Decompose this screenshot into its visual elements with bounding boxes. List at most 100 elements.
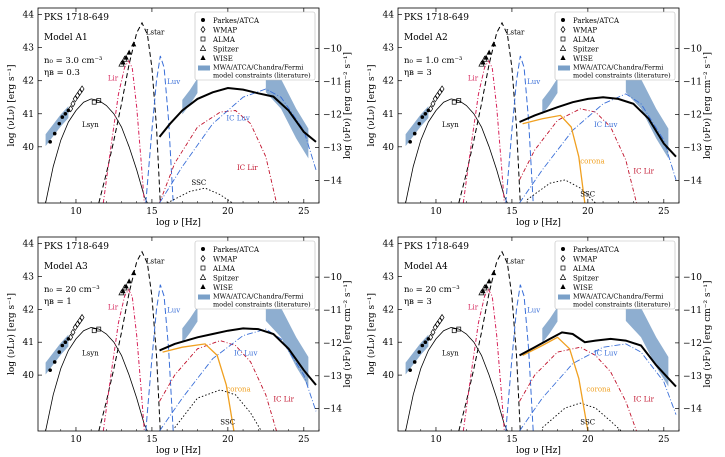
axes-frame (397, 236, 680, 432)
y2-tick-label: −12 (683, 110, 702, 120)
y2-axis-label: log (νFν) [erg cm⁻² s⁻¹] (702, 52, 713, 159)
parkes-point (420, 343, 425, 348)
curve-label-lsyn: Lsyn (442, 121, 459, 129)
y-tick-label: 43 (23, 272, 35, 282)
xray-constraint-band (542, 307, 558, 343)
plot-area (45, 250, 317, 431)
y-tick-label: 40 (383, 371, 395, 381)
legend-label: WMAP (213, 27, 237, 35)
x-tick-label: 25 (658, 207, 670, 217)
legend-label: model constraints (literature) (573, 301, 671, 309)
legend-marker-alma (560, 36, 566, 42)
lsyn-curve (405, 98, 508, 203)
wise-point (483, 54, 489, 60)
curve-label-ssc: SSC (580, 418, 595, 426)
parkes-point (48, 368, 52, 372)
alma-point (96, 326, 102, 332)
ic-luv-curve (159, 328, 317, 431)
legend-label: WISE (573, 284, 593, 292)
y2-axis-label: log (νFν) [erg cm⁻² s⁻¹] (342, 280, 353, 387)
parkes-point (423, 111, 428, 116)
xray-constraint-band (182, 78, 198, 115)
axes-frame (397, 7, 680, 204)
legend-marker-parkes (561, 18, 565, 22)
x-tick-label: 20 (582, 435, 594, 445)
x-axis-label: log ν [Hz] (156, 446, 201, 456)
parkes-point (412, 131, 417, 136)
legend-marker-alma (200, 265, 206, 271)
x-tick-label: 15 (146, 435, 158, 445)
y-tick-label: 43 (383, 272, 395, 282)
curve-label-lstar: Lstar (146, 28, 165, 36)
x-tick-label: 10 (70, 207, 82, 217)
y-tick-label: 41 (23, 338, 34, 348)
curve-label-lsyn: Lsyn (82, 121, 99, 129)
x-tick-label: 20 (222, 435, 234, 445)
ic-luv-curve (519, 343, 677, 431)
ssc-curve (526, 179, 596, 203)
curve-label-ic-lir: IC Lir (273, 395, 294, 403)
x-tick-label: 20 (222, 207, 234, 217)
legend-marker-alma (560, 265, 566, 271)
total-sed-curve (519, 96, 677, 158)
legend-marker-parkes (201, 18, 205, 22)
param-eta: ηʙ = 3 (404, 297, 432, 307)
wise-point (483, 283, 489, 289)
y-tick-label: 41 (383, 338, 394, 348)
wise-point (120, 288, 126, 294)
legend-label: Parkes/ATCA (573, 17, 620, 25)
wise-point (126, 278, 132, 284)
curve-label-lstar: Lstar (506, 257, 525, 265)
curve-label-ic-luv: IC Luv (594, 349, 618, 357)
parkes-point (420, 115, 425, 119)
legend-box (194, 240, 316, 310)
x-tick-label: 25 (298, 207, 310, 217)
param-density: n₀ = 20 cm⁻³ (44, 285, 100, 295)
wmap-point (432, 95, 438, 103)
legend-marker-constraints (558, 65, 570, 71)
x-tick-label: 15 (506, 207, 518, 217)
legend-marker-parkes (201, 247, 205, 251)
wise-point (480, 288, 486, 294)
legend-label: ALMA (212, 36, 236, 44)
legend-marker-parkes (561, 247, 565, 251)
legend-label: MWA/ATCA/Chandra/Fermi (573, 293, 663, 301)
legend-label: Parkes/ATCA (213, 17, 260, 25)
y-axis-label: log (νLν) [erg s⁻¹] (366, 65, 377, 147)
panel-3: 10 15 20 25 40 41 42 43 44 −10 −11 −12 −13 −14 log ν [… (6, 236, 353, 456)
legend-marker-wise (200, 284, 206, 289)
wmap-point (430, 100, 436, 108)
x-axis-label: log ν [Hz] (516, 446, 561, 456)
x-tick-label: 20 (582, 207, 594, 217)
alma-point (91, 328, 97, 334)
lstar-curve (98, 21, 161, 203)
panel-title: PKS 1718-649 (44, 242, 109, 252)
wmap-point (68, 333, 74, 341)
ic-lir-curve (159, 340, 277, 431)
curve-label-luv: Luv (167, 78, 180, 86)
curve-label-lir: Lir (468, 75, 479, 83)
y-tick-label: 41 (23, 110, 34, 120)
curve-label-lir: Lir (108, 75, 119, 83)
y-tick-label: 44 (383, 240, 395, 250)
y-tick-label: 41 (383, 110, 394, 120)
luv-curve (145, 284, 174, 431)
y-tick-label: 43 (383, 44, 395, 54)
xray-constraint-band (542, 78, 558, 115)
wmap-point (435, 91, 440, 100)
panel-title: PKS 1718-649 (44, 13, 109, 23)
x-axis-label: log ν [Hz] (516, 218, 561, 228)
wmap-point (428, 333, 434, 341)
legend-label: WISE (213, 55, 233, 63)
curve-label-corona: corona (586, 386, 610, 394)
legend-label: MWA/ATCA/Chandra/Fermi (573, 64, 663, 72)
y2-tick-label: −11 (683, 306, 702, 316)
lsyn-curve (45, 326, 148, 431)
luv-curve (505, 284, 534, 431)
y-tick-label: 44 (23, 240, 35, 250)
legend-label: Spitzer (213, 46, 239, 54)
model-label: Model A2 (404, 33, 448, 43)
total-sed-curve (519, 331, 677, 388)
